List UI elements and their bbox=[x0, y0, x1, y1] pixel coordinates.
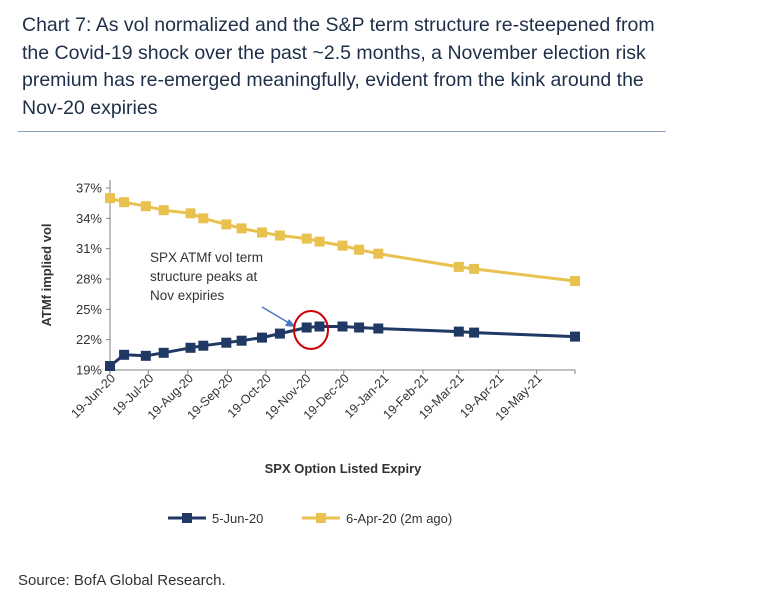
y-axis-ticks: 19% 22% 25% 28% 31% 34% 37% bbox=[76, 181, 110, 378]
data-point bbox=[198, 340, 209, 351]
data-point bbox=[337, 321, 348, 332]
data-point bbox=[469, 327, 480, 338]
data-point bbox=[570, 276, 580, 286]
legend-label-6-apr-20: 6-Apr-20 (2m ago) bbox=[346, 511, 452, 526]
annotation-line-2: structure peaks at bbox=[150, 269, 258, 284]
legend: 5-Jun-20 6-Apr-20 (2m ago) bbox=[168, 511, 452, 526]
y-tick-label: 22% bbox=[76, 332, 102, 347]
data-point bbox=[314, 321, 325, 332]
data-point bbox=[185, 342, 196, 353]
data-point bbox=[274, 230, 285, 241]
data-point bbox=[221, 337, 232, 348]
annotation: SPX ATMf vol term structure peaks at Nov… bbox=[150, 250, 329, 350]
legend-item-6-apr-20: 6-Apr-20 (2m ago) bbox=[302, 511, 452, 526]
y-tick-label: 25% bbox=[76, 302, 102, 317]
data-point bbox=[221, 219, 232, 230]
data-point bbox=[236, 335, 247, 346]
data-point bbox=[257, 332, 267, 343]
data-point bbox=[140, 350, 151, 361]
data-point bbox=[301, 322, 312, 333]
data-point bbox=[274, 328, 285, 339]
data-point bbox=[105, 361, 115, 371]
data-point bbox=[469, 263, 480, 274]
series-lines bbox=[105, 193, 580, 371]
y-tick-label: 31% bbox=[76, 241, 102, 256]
series-6-apr-20 bbox=[105, 193, 580, 286]
data-point bbox=[354, 322, 365, 333]
data-point bbox=[354, 244, 365, 255]
annotation-line-1: SPX ATMf vol term bbox=[150, 250, 263, 265]
data-point bbox=[257, 227, 267, 238]
chart-title: Chart 7: As vol normalized and the S&P t… bbox=[22, 14, 655, 119]
legend-item-5-jun-20: 5-Jun-20 bbox=[168, 511, 263, 526]
annotation-line-3: Nov expiries bbox=[150, 288, 225, 303]
data-point bbox=[158, 347, 169, 358]
x-axis-title: SPX Option Listed Expiry bbox=[265, 461, 423, 476]
data-point bbox=[198, 213, 209, 224]
data-point bbox=[236, 223, 247, 234]
y-tick-label: 37% bbox=[76, 181, 102, 196]
data-point bbox=[301, 233, 312, 244]
y-tick-label: 34% bbox=[76, 211, 102, 226]
data-point bbox=[158, 205, 169, 216]
series-5-jun-20 bbox=[105, 321, 580, 371]
legend-marker-navy bbox=[182, 513, 192, 523]
source-note: Source: BofA Global Research. bbox=[18, 572, 226, 589]
series-line-5-jun-20 bbox=[109, 325, 576, 368]
y-tick-label: 19% bbox=[76, 363, 102, 378]
data-point bbox=[119, 197, 130, 208]
data-point bbox=[373, 323, 384, 334]
y-axis-title: ATMf implied vol bbox=[39, 223, 54, 326]
data-point bbox=[119, 349, 130, 360]
data-point bbox=[337, 240, 348, 251]
title-divider bbox=[18, 131, 666, 132]
data-point bbox=[453, 261, 464, 272]
data-point bbox=[453, 326, 464, 337]
data-point bbox=[105, 193, 115, 204]
x-axis-ticks: 19-Jun-2019-Jul-2019-Aug-2019-Sep-2019-O… bbox=[68, 370, 576, 423]
data-point bbox=[140, 201, 151, 212]
annotation-arrow-head bbox=[285, 319, 296, 327]
data-point bbox=[570, 331, 580, 342]
legend-label-5-jun-20: 5-Jun-20 bbox=[212, 511, 263, 526]
data-point bbox=[314, 236, 325, 247]
x-tick-label: 19-Jun-20 bbox=[68, 371, 118, 421]
annotation-arrow bbox=[261, 306, 290, 324]
data-point bbox=[373, 248, 384, 259]
y-tick-label: 28% bbox=[76, 272, 102, 287]
legend-marker-gold bbox=[316, 513, 326, 523]
highlight-circle bbox=[293, 310, 329, 350]
data-point bbox=[185, 208, 196, 219]
